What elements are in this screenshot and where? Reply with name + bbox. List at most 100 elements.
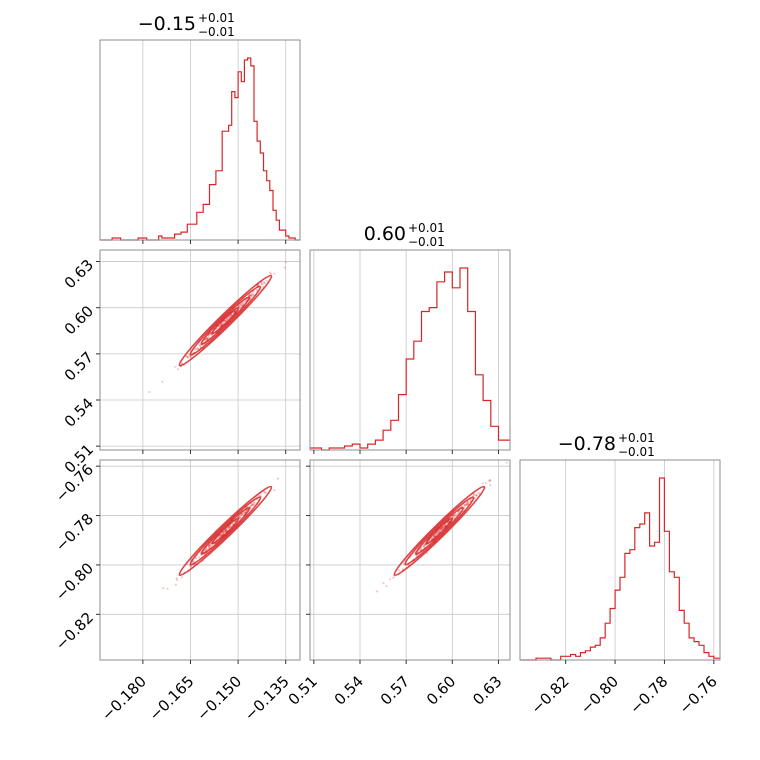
grid-layer	[100, 40, 720, 660]
sample-point	[248, 294, 251, 297]
sample-point	[219, 534, 222, 537]
sample-point	[415, 554, 418, 557]
sample-point	[385, 584, 388, 588]
y-tick-label: 0.54	[61, 394, 97, 430]
sample-point	[248, 293, 251, 296]
sample-point	[441, 526, 444, 529]
y-tick-label: 0.60	[61, 302, 97, 338]
panel-title-value: −0.15	[138, 13, 196, 35]
sample-point	[207, 546, 211, 549]
sample-point	[208, 336, 211, 339]
sample-point	[192, 560, 196, 563]
sample-point	[443, 524, 446, 527]
sample-point	[174, 583, 177, 586]
sample-point	[430, 537, 433, 540]
sample-point	[188, 355, 191, 358]
panel-title-upper-error: +0.01	[198, 11, 235, 25]
sample-point	[466, 501, 469, 504]
sample-point	[205, 548, 208, 551]
sample-point	[463, 504, 466, 507]
contour-line	[200, 296, 251, 346]
y-tick-label: −0.82	[52, 609, 97, 654]
sample-point	[398, 569, 401, 572]
sample-point	[273, 272, 276, 275]
sample-point	[206, 337, 209, 340]
sample-point	[208, 546, 211, 549]
contour-line	[189, 496, 262, 566]
panel-0-0-frame	[99, 39, 301, 241]
sample-point	[224, 319, 227, 322]
sample-point	[242, 513, 245, 516]
sample-point	[148, 390, 151, 394]
sample-point	[252, 290, 255, 293]
sample-point	[227, 526, 230, 529]
sample-point	[434, 532, 437, 535]
sample-point	[376, 590, 379, 593]
sample-point	[227, 526, 230, 530]
y-tick-label: 0.63	[61, 256, 97, 292]
sample-point	[189, 565, 193, 568]
sample-point	[440, 527, 443, 530]
sample-point	[224, 319, 227, 323]
sample-point	[208, 544, 211, 547]
sample-point	[505, 461, 508, 464]
sample-point	[469, 500, 472, 503]
sample-point	[418, 549, 421, 552]
sample-point	[489, 484, 492, 487]
sample-point	[465, 503, 468, 506]
sample-point	[439, 528, 442, 531]
scatter-group	[376, 461, 508, 593]
sample-point	[180, 362, 184, 365]
contour-line	[178, 274, 273, 367]
panel-2-0-frame	[99, 459, 301, 661]
sample-point	[220, 533, 223, 536]
sample-point	[175, 578, 179, 582]
sample-point	[438, 529, 441, 532]
sample-point	[230, 313, 233, 316]
sample-point	[224, 528, 227, 532]
sample-point	[186, 356, 190, 359]
sample-point	[174, 365, 177, 368]
sample-point	[264, 491, 267, 494]
sample-point	[186, 355, 189, 358]
sample-point	[261, 283, 264, 286]
sample-point	[452, 514, 455, 518]
sample-point	[225, 529, 228, 532]
sample-point	[220, 323, 223, 326]
x-tick-label: −0.135	[241, 672, 293, 724]
sample-point	[402, 562, 405, 565]
sample-point	[208, 544, 212, 547]
y-tick-label: −0.80	[52, 559, 97, 604]
sample-point	[465, 501, 469, 504]
sample-point	[194, 347, 197, 351]
sample-point	[441, 527, 444, 530]
sample-point	[194, 348, 197, 351]
sample-point	[467, 502, 470, 505]
sample-point	[208, 544, 211, 547]
x-tick-label: −0.76	[676, 672, 721, 717]
sample-point	[238, 304, 241, 307]
sample-point	[204, 339, 207, 342]
sample-point	[488, 479, 491, 482]
sample-point	[475, 494, 478, 497]
x-tick-label: −0.180	[98, 672, 150, 724]
sample-point	[388, 578, 391, 581]
scatter-group	[162, 477, 280, 590]
sample-point	[223, 319, 226, 322]
sample-point	[222, 321, 225, 324]
sample-point	[229, 314, 232, 317]
sample-point	[475, 494, 478, 497]
sample-point	[244, 300, 247, 303]
sample-point	[452, 514, 455, 517]
sample-point	[467, 500, 470, 504]
sample-point	[237, 515, 240, 518]
sample-point	[226, 317, 229, 320]
contour-line	[393, 485, 486, 577]
histogram-1	[310, 267, 510, 451]
sample-point	[222, 531, 225, 534]
panel-2-1-frame	[309, 459, 511, 661]
tick-layer	[96, 240, 715, 664]
sample-point	[240, 514, 243, 517]
sample-point	[441, 526, 444, 529]
contour-line	[211, 517, 240, 545]
